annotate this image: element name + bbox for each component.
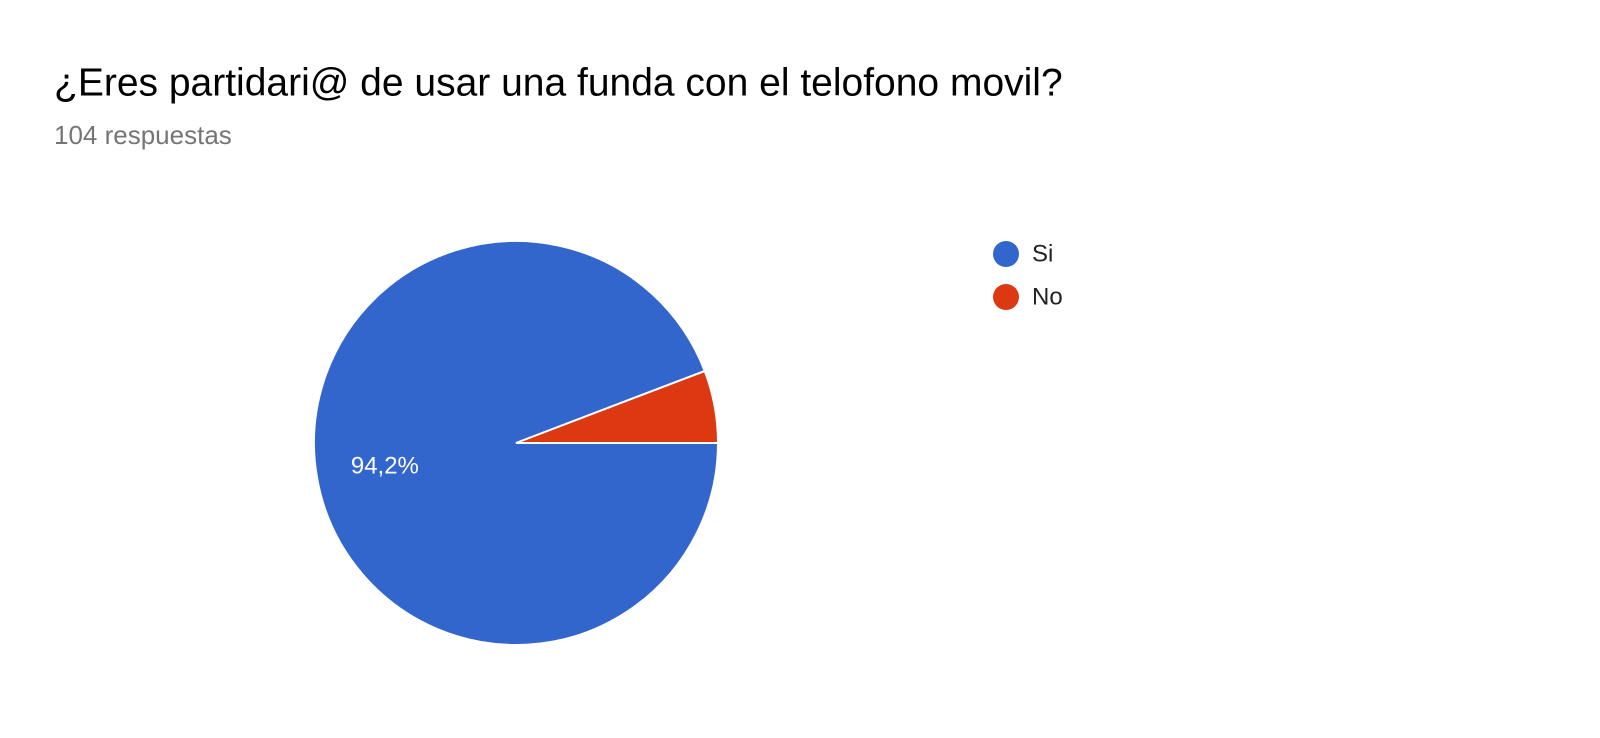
slice-label: 94,2% <box>351 453 419 480</box>
chart-title: ¿Eres partidari@ de usar una funda con e… <box>54 61 1063 104</box>
legend-label: No <box>1032 283 1063 310</box>
legend-swatch <box>993 241 1019 267</box>
pie: 94,2% <box>313 240 720 646</box>
legend-swatch <box>993 284 1019 310</box>
legend-label: Si <box>1032 240 1053 267</box>
pie-slice <box>515 369 720 444</box>
chart-subtitle: 104 respuestas <box>54 120 232 150</box>
legend: Si No <box>993 240 1063 310</box>
